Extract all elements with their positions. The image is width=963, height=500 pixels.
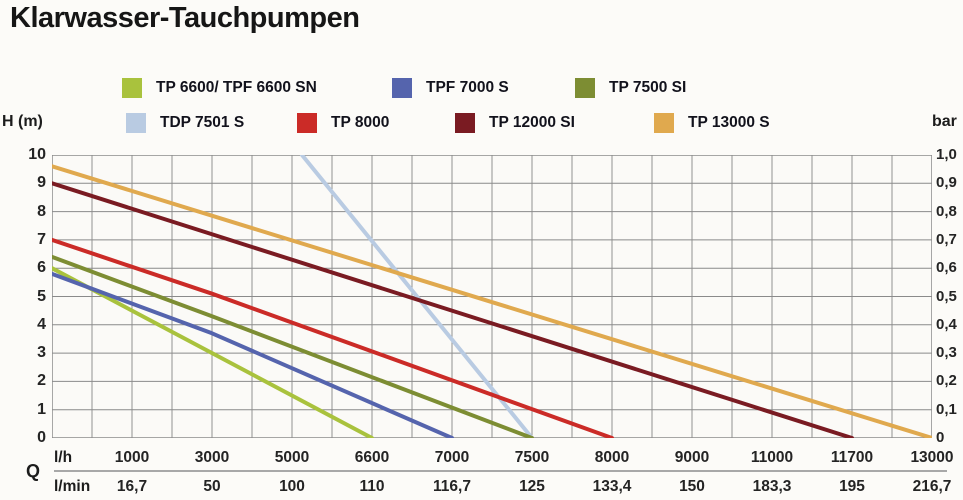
- legend-row-2: TDP 7501 S TP 8000 TP 12000 SI TP 13000 S: [0, 112, 963, 134]
- x-axis-lh-tick-label: 11700: [830, 449, 874, 466]
- axis-row-divider: [54, 470, 947, 472]
- x-axis-lmin-tick-label: 50: [203, 478, 221, 495]
- x-axis-lh-tick-label: 13000: [910, 449, 954, 466]
- x-axis-lmin-tick-label: 110: [359, 478, 385, 495]
- x-axis-lh-tick-label: 5000: [274, 449, 310, 466]
- y-axis-right-tick-label: 0,7: [936, 230, 957, 248]
- plot-area: [50, 153, 934, 440]
- y-axis-right-tick-label: 0: [936, 429, 945, 446]
- curve-tdp-7501-s: [300, 153, 534, 440]
- legend-item-label: TP 8000: [331, 114, 390, 131]
- x-axis-lh-tick-label: 8000: [594, 449, 630, 466]
- legend-item-label: TDP 7501 S: [160, 114, 245, 131]
- legend-swatch-icon: [126, 113, 146, 133]
- left-axis-title: H (m): [2, 113, 43, 130]
- y-axis-left-tick-label: 6: [37, 259, 46, 277]
- curve-tp-13000-s: [50, 164, 934, 440]
- right-axis-title: bar: [932, 113, 957, 130]
- y-axis-left-tick-label: 1: [37, 400, 46, 418]
- legend-item-label: TP 7500 SI: [609, 79, 687, 96]
- y-axis-right-tick-label: 0,2: [936, 372, 957, 390]
- x-axis-lh-tick-label: 1000: [114, 449, 150, 466]
- x-axis-lmin-tick-label: 116,7: [433, 478, 471, 495]
- pump-curves-svg: [50, 153, 934, 440]
- y-axis-right-tick-label: 0,3: [936, 344, 957, 362]
- q-axis-label: Q: [26, 461, 41, 481]
- lmin-unit-label: l/min: [54, 478, 91, 495]
- y-axis-left-tick-label: 2: [37, 372, 46, 390]
- curve-tp-12000-si: [50, 181, 854, 440]
- y-axis-right-tick-label: 0,8: [936, 202, 957, 220]
- legend-item-label: TP 12000 SI: [489, 114, 575, 131]
- x-axis-lh-tick-label: 7500: [514, 449, 550, 466]
- curve-tpf-7000-s: [50, 271, 454, 440]
- x-axis-lmin-tick-label: 133,4: [592, 478, 632, 495]
- legend-item: TP 13000 S: [654, 112, 770, 134]
- legend-item: TDP 7501 S: [126, 112, 244, 134]
- y-axis-left-tick-label: 4: [37, 315, 46, 333]
- y-axis-left-tick-label: 10: [28, 146, 46, 163]
- x-axis-lmin-tick-label: 150: [679, 478, 705, 495]
- legend-swatch-icon: [575, 78, 595, 98]
- y-axis-right-tick-label: 0,4: [936, 315, 957, 333]
- x-axis-lmin-tick-label: 195: [839, 478, 865, 495]
- x-axis-lh-tick-label: 6600: [354, 449, 390, 466]
- legend-row-1: TP 6600/ TPF 6600 SN TPF 7000 S TP 7500 SI: [0, 77, 963, 99]
- x-axis-lmin-tick-label: 100: [279, 478, 305, 495]
- x-axis-lmin-tick-label: 125: [519, 478, 545, 495]
- legend-swatch-icon: [455, 113, 475, 133]
- legend-swatch-icon: [654, 113, 674, 133]
- x-axis-lh-tick-label: 3000: [194, 449, 230, 466]
- legend-item: TPF 7000 S: [392, 77, 509, 99]
- legend-swatch-icon: [122, 78, 142, 98]
- page-title: Klarwasser-Tauchpumpen: [10, 2, 360, 34]
- curve-tp-6600-tpf-6600-sn: [50, 266, 374, 440]
- y-axis-left-tick-label: 0: [37, 429, 46, 446]
- curve-tp-8000: [50, 237, 614, 440]
- y-axis-left-tick-label: 9: [37, 174, 46, 192]
- x-axis-lh-tick-label: 9000: [674, 449, 710, 466]
- y-axis-right-tick-label: 0,6: [936, 259, 957, 277]
- y-axis-right-tick-label: 1,0: [936, 146, 957, 163]
- y-axis-left-tick-label: 5: [37, 287, 46, 305]
- y-axis-right-tick-label: 0,1: [936, 400, 957, 418]
- x-axis-lmin-tick-label: 16,7: [116, 478, 148, 495]
- y-axis-left-tick-label: 7: [37, 230, 46, 248]
- legend-item: TP 8000: [297, 112, 389, 134]
- lh-unit-label: l/h: [54, 449, 73, 466]
- legend-item-label: TP 6600/ TPF 6600 SN: [156, 79, 317, 96]
- legend-item: TP 7500 SI: [575, 77, 686, 99]
- curve-tp-7500-si: [50, 254, 534, 440]
- y-axis-left-tick-label: 8: [37, 202, 46, 220]
- x-axis-lh-tick-label: 11000: [750, 449, 794, 466]
- y-axis-right-tick-label: 0,5: [936, 287, 957, 305]
- x-axis-lmin-tick-label: 183,3: [752, 478, 792, 495]
- legend-item-label: TP 13000 S: [688, 114, 770, 131]
- x-axis-lh-tick-label: 7000: [434, 449, 470, 466]
- legend-swatch-icon: [297, 113, 317, 133]
- legend-item-label: TPF 7000 S: [426, 79, 509, 96]
- legend-item: TP 12000 SI: [455, 112, 575, 134]
- legend-item: TP 6600/ TPF 6600 SN: [122, 77, 317, 99]
- y-axis-left-tick-label: 3: [37, 344, 46, 362]
- y-axis-right-tick-label: 0,9: [936, 174, 957, 192]
- x-axis-lmin-tick-label: 216,7: [912, 478, 952, 495]
- legend-swatch-icon: [392, 78, 412, 98]
